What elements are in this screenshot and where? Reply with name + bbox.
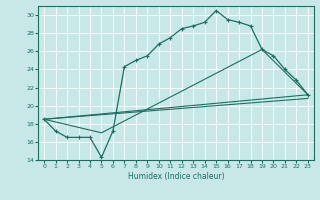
X-axis label: Humidex (Indice chaleur): Humidex (Indice chaleur) xyxy=(128,172,224,181)
